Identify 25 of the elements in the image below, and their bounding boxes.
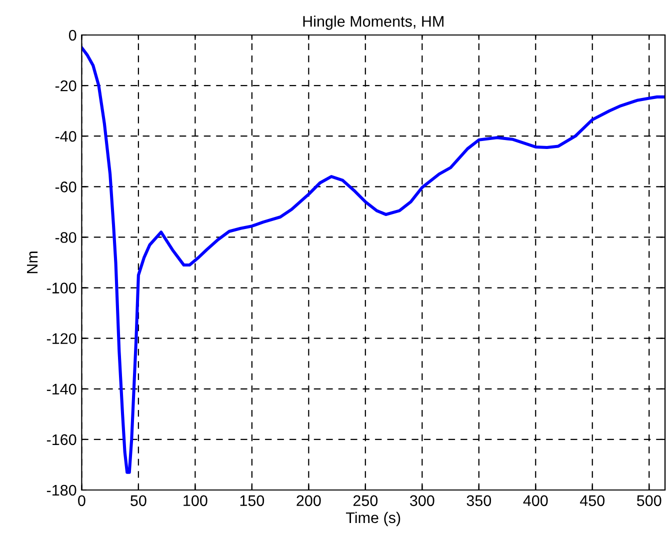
x-tick-label: 50 bbox=[130, 495, 146, 506]
x-tick-label: 100 bbox=[184, 495, 208, 506]
line-series bbox=[82, 46, 665, 474]
y-tick-label: -100 bbox=[46, 282, 76, 294]
y-tick-label: -80 bbox=[55, 232, 76, 243]
x-tick-label: 250 bbox=[353, 495, 378, 506]
y-tick-label: -160 bbox=[46, 434, 76, 446]
x-tick-label: 300 bbox=[410, 495, 434, 506]
y-tick-label: -120 bbox=[46, 333, 76, 344]
x-tick-label: 400 bbox=[523, 495, 548, 506]
y-tick-label: 0 bbox=[68, 30, 76, 41]
x-tick-label: 500 bbox=[636, 495, 662, 506]
x-tick-label: 150 bbox=[240, 495, 264, 506]
x-axis-title: Time (s) bbox=[346, 512, 400, 526]
y-tick-label: -20 bbox=[55, 80, 76, 92]
y-tick-label: -40 bbox=[55, 130, 76, 142]
y-axis-title: Nm bbox=[27, 252, 38, 274]
y-tick-label: -180 bbox=[46, 484, 76, 496]
y-tick-label: -140 bbox=[46, 384, 76, 395]
y-tick-label: -60 bbox=[55, 182, 76, 192]
x-tick-label: 200 bbox=[296, 495, 321, 506]
x-tick-label: 350 bbox=[466, 495, 492, 506]
x-tick-label: 450 bbox=[580, 495, 605, 506]
chart-title: Hingle Moments, HM bbox=[303, 16, 444, 30]
x-tick-label: 0 bbox=[78, 495, 86, 506]
